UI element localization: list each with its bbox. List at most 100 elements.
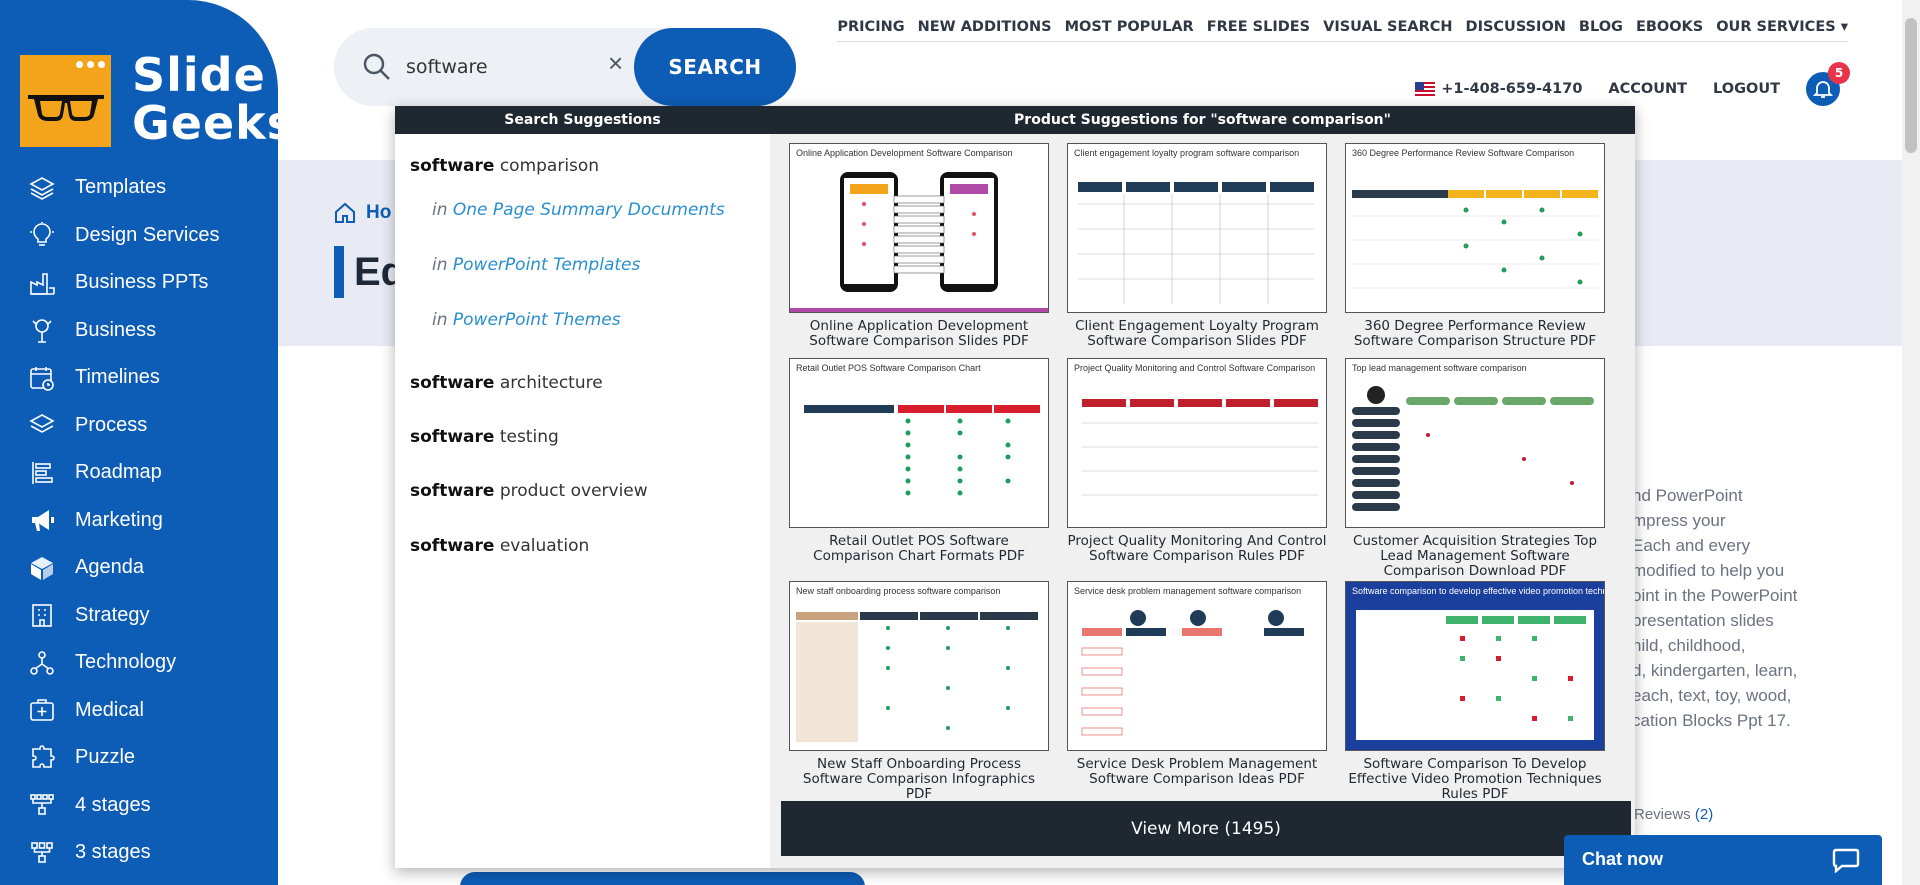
nav-visual-search[interactable]: VISUAL SEARCH — [1323, 19, 1453, 35]
product-thumbnail: New staff onboarding process software co… — [789, 581, 1049, 751]
sidebar-item-label: Agenda — [75, 556, 144, 579]
search-icon — [363, 53, 390, 80]
dropdown-header: Search Suggestions Product Suggestions f… — [395, 106, 1635, 134]
chat-bubble-icon — [1832, 848, 1860, 873]
sidebar-item-label: Technology — [75, 651, 177, 674]
suggestion-software-testing[interactable]: software testing — [410, 427, 559, 447]
nav-pricing[interactable]: PRICING — [837, 19, 905, 35]
slidegeeks-logo[interactable]: Slide Geeks — [20, 51, 294, 147]
sidebar-item-roadmap[interactable]: Roadmap — [0, 449, 278, 497]
product-thumbnail: Online Application Development Software … — [789, 143, 1049, 313]
breadcrumb[interactable]: Ho — [334, 202, 391, 224]
nav-most-popular[interactable]: MOST POPULAR — [1064, 19, 1194, 35]
sidebar-item-templates[interactable]: Templates — [0, 164, 278, 212]
chat-label: Chat now — [1582, 849, 1663, 869]
logout-link[interactable]: LOGOUT — [1713, 81, 1780, 97]
network-icon — [28, 649, 56, 677]
product-caption: Client Engagement Loyalty Program Softwa… — [1075, 318, 1319, 349]
sidebar-item-label: Strategy — [75, 603, 150, 626]
suggestion-software-evaluation[interactable]: software evaluation — [410, 536, 590, 556]
home-icon — [335, 202, 355, 223]
logo-wordmark: Slide Geeks — [132, 48, 296, 150]
product-card[interactable]: Top lead management software comparison … — [1345, 358, 1605, 579]
sub-suggestion-powerpoint-themes[interactable]: in PowerPoint Themes — [432, 310, 621, 330]
nav-new-additions[interactable]: NEW ADDITIONS — [917, 19, 1052, 35]
sidebar-item-marketing[interactable]: Marketing — [0, 497, 278, 545]
sidebar-item-business[interactable]: Business — [0, 307, 278, 355]
sidebar-item-technology[interactable]: Technology — [0, 639, 278, 687]
product-card[interactable]: New staff onboarding process software co… — [789, 581, 1049, 802]
notification-bell-icon[interactable]: 5 — [1806, 62, 1850, 106]
medical-kit-icon — [28, 696, 56, 724]
page-scrollbar[interactable] — [1902, 0, 1920, 885]
sidebar-item-medical[interactable]: Medical — [0, 687, 278, 735]
breadcrumb-home[interactable]: Ho — [366, 202, 392, 223]
sidebar-item-timelines[interactable]: Timelines — [0, 354, 278, 402]
search-input[interactable] — [406, 50, 606, 84]
sidebar-item-label: Roadmap — [75, 461, 162, 484]
chat-now-button[interactable]: Chat now — [1564, 835, 1882, 885]
download-button[interactable] — [460, 872, 865, 885]
sidebar-item-label: Process — [75, 413, 148, 436]
product-thumbnail: Retail Outlet POS Software Comparison Ch… — [789, 358, 1049, 528]
product-thumbnail: Project Quality Monitoring and Control S… — [1067, 358, 1327, 528]
sidebar-item-label: Business — [75, 318, 157, 341]
product-description: nd PowerPoint mpress your Each and every… — [1632, 486, 1798, 730]
product-card[interactable]: Project Quality Monitoring and Control S… — [1067, 358, 1327, 564]
nav-ebooks[interactable]: EBOOKS — [1635, 19, 1704, 35]
product-card[interactable]: Service desk problem management software… — [1067, 581, 1327, 787]
product-caption: Service Desk Problem Management Software… — [1076, 756, 1318, 787]
sidebar-nav: Templates Design Services Business PPTs … — [0, 164, 278, 877]
view-more-button[interactable]: View More (1495) — [781, 801, 1631, 856]
phone-link[interactable]: +1-408-659-4170 — [1415, 81, 1582, 97]
product-thumbnail: Top lead management software comparison — [1345, 358, 1605, 528]
nav-free-slides[interactable]: FREE SLIDES — [1206, 19, 1311, 35]
search-suggestions-heading: Search Suggestions — [504, 112, 661, 128]
product-card[interactable]: Software comparison to develop effective… — [1345, 581, 1605, 802]
clear-search-icon[interactable]: × — [608, 48, 624, 78]
suggestion-software-product-overview[interactable]: software product overview — [410, 481, 648, 501]
sidebar-item-label: 4 stages — [75, 793, 151, 816]
sub-suggestion-powerpoint-templates[interactable]: in PowerPoint Templates — [432, 255, 641, 275]
product-card[interactable]: Online Application Development Software … — [789, 143, 1049, 349]
sidebar-item-design-services[interactable]: Design Services — [0, 212, 278, 260]
sidebar-item-business-ppts[interactable]: Business PPTs — [0, 259, 278, 307]
sub-suggestion-one-page[interactable]: in One Page Summary Documents — [432, 200, 725, 220]
sidebar-item-process[interactable]: Process — [0, 402, 278, 450]
sidebar-item-agenda[interactable]: Agenda — [0, 544, 278, 592]
product-caption: Retail Outlet POS Software Comparison Ch… — [813, 533, 1025, 564]
sidebar-item-3-stages[interactable]: 3 stages — [0, 829, 278, 877]
scrollbar-thumb[interactable] — [1905, 18, 1917, 153]
sidebar-item-strategy[interactable]: Strategy — [0, 592, 278, 640]
sidebar-item-label: Design Services — [75, 223, 220, 246]
cube-icon — [28, 554, 56, 582]
account-link[interactable]: ACCOUNT — [1608, 81, 1688, 97]
notification-count-badge: 5 — [1828, 62, 1850, 84]
product-card[interactable]: Client engagement loyalty program softwa… — [1067, 143, 1327, 349]
suggestion-software-comparison[interactable]: software comparison — [410, 156, 600, 176]
sidebar-item-label: Templates — [75, 176, 167, 199]
roadmap-icon — [28, 459, 56, 487]
us-flag-icon — [1415, 82, 1436, 96]
search-button[interactable]: SEARCH — [634, 28, 796, 106]
stack-icon — [28, 174, 56, 202]
product-caption: Online Application Development Software … — [809, 318, 1029, 349]
logo-glasses-icon — [20, 55, 111, 147]
product-thumbnail: Client engagement loyalty program softwa… — [1067, 143, 1327, 313]
product-caption: Project Quality Monitoring And Control S… — [1067, 533, 1327, 564]
product-caption: New Staff Onboarding Process Software Co… — [802, 756, 1036, 802]
product-card[interactable]: 360 Degree Performance Review Software C… — [1345, 143, 1605, 349]
nav-our-services[interactable]: OUR SERVICES ▾ — [1716, 19, 1848, 35]
sidebar-item-4-stages[interactable]: 4 stages — [0, 782, 278, 830]
nav-discussion[interactable]: DISCUSSION — [1465, 19, 1566, 35]
hierarchy-icon — [28, 791, 56, 819]
reviews-link[interactable]: Reviews (2) — [1634, 806, 1714, 823]
nav-blog[interactable]: BLOG — [1578, 19, 1623, 35]
product-caption: Software Comparison To Develop Effective… — [1348, 756, 1602, 802]
suggestion-software-architecture[interactable]: software architecture — [410, 373, 603, 393]
sidebar-item-puzzle[interactable]: Puzzle — [0, 734, 278, 782]
product-thumbnail: Software comparison to develop effective… — [1345, 581, 1605, 751]
building-icon — [28, 601, 56, 629]
product-card[interactable]: Retail Outlet POS Software Comparison Ch… — [789, 358, 1049, 564]
